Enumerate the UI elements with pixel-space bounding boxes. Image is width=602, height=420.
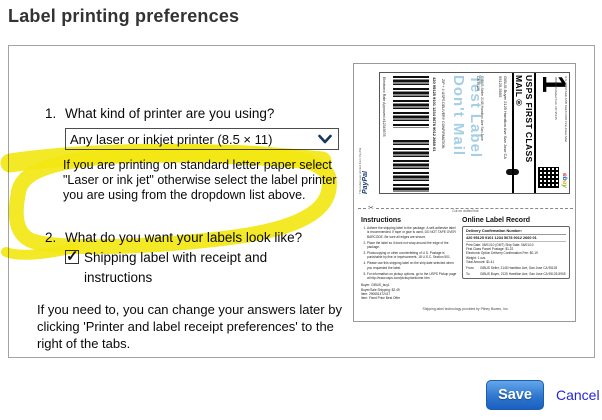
electronic-rate-text: Electronic Rate Approved #12345678 — [382, 77, 386, 137]
dcn-value: 420 95125 9101 1234 5678 9012 2660 01 — [466, 235, 566, 242]
question-1-number: 1. — [45, 106, 57, 121]
page-title: Label printing preferences — [8, 6, 240, 26]
preview-sidebar: This label was printed from PayPal PayPa… — [358, 72, 376, 194]
change-later-note: If you need to, you can change your answ… — [37, 302, 342, 351]
instruction-item: Please use this shipping label on the sh… — [367, 261, 458, 270]
printer-type-dropdown[interactable]: Any laser or inkjet printer (8.5 × 11) — [65, 128, 339, 150]
order-info-lines: Buyer: GIBUS_buy1 Buyer/Sale Shipping: $… — [361, 283, 458, 300]
printer-type-selected-value: Any laser or inkjet printer (8.5 × 11) — [70, 131, 273, 147]
rate-class-numeral: 1 — [536, 75, 570, 93]
order-line: Item: Fixed Price Best Offer — [361, 296, 401, 301]
preferences-panel: 1. What kind of printer are you using? A… — [8, 45, 595, 358]
recipient-address-text: GIBUS Buyer 2125 Hamilton Ave San Jose C… — [498, 76, 508, 159]
instruction-item: Place the label so it does not wrap arou… — [367, 241, 458, 250]
record-line: Electronic Option Delivery Confirmation … — [466, 251, 538, 256]
printer-help-text: If you are printing on standard letter p… — [63, 158, 337, 202]
shipping-label-thumbnail: Electronic Rate Approved #12345678 420 9… — [379, 72, 570, 194]
watermark-line-1: Test Label — [467, 75, 484, 159]
shipping-label-checkbox[interactable]: ✓ — [65, 248, 79, 265]
postage-paid-text: U.S. POSTAGE AND FEES PAID First-Class M… — [564, 76, 568, 142]
dcn-label: Delivery Confirmation Number: — [466, 229, 566, 235]
ebay-logo: ebay — [561, 173, 568, 193]
paypal-logo: PayPal — [362, 171, 369, 194]
question-2-number: 2. — [45, 230, 57, 245]
record-to: To: GIBUS Buyer, 2125 Hamilton Ave, San … — [466, 272, 566, 276]
scissors-icon: ✂ — [368, 205, 374, 212]
2d-barcode — [538, 167, 559, 188]
shipping-label-checkbox-label[interactable]: Shipping label with receipt and instruct… — [84, 250, 268, 285]
ebay-letter-e: e — [561, 173, 568, 177]
from-label: From: — [466, 266, 475, 271]
record-line: Weight: 1 ozs. — [466, 255, 487, 260]
from-address: GIBUS Seller, 2145 Hamilton Ave, San Jos… — [480, 266, 558, 271]
online-label-record-title: Online Label Record — [462, 217, 531, 224]
question-2: 2. What do you want your labels look lik… — [45, 230, 302, 245]
ebay-letter-b: b — [561, 176, 568, 181]
label-type-option-row: ✓ Shipping label with receipt and instru… — [65, 248, 322, 288]
to-address: GIBUS Buyer, 2125 Hamilton Ave, San Jose… — [480, 272, 566, 277]
cancel-link[interactable]: Cancel — [556, 387, 600, 403]
record-from: From: GIBUS Seller, 2145 Hamilton Ave, S… — [466, 266, 566, 270]
usps-banner-text: USPS FIRST CLASS MAIL® — [514, 75, 534, 163]
question-1-text: What kind of printer are you using? — [65, 106, 275, 121]
record-box: Delivery Confirmation Number: 420 95125 … — [462, 226, 570, 280]
record-lines: Print Date: 06/01/10 (GMT) Ship Date: 06… — [466, 243, 566, 264]
instruction-item: Photocopying or other counterfeiting of … — [367, 251, 458, 260]
ebay-letter-y: y — [561, 184, 568, 188]
order-line: Item: 290651472417 — [361, 291, 391, 296]
label-preview-image: This label was printed from PayPal PayPa… — [353, 63, 576, 322]
ebay-letter-a: a — [561, 180, 568, 185]
instructions-title: Instructions — [361, 217, 402, 224]
record-line: First Class Parcel Postage: $1.22 — [466, 247, 514, 252]
record-line: Total Amount: $1.41 — [466, 259, 495, 264]
mail-date-text: 06/01/10 Mailed from ZIP 95125 — [554, 77, 558, 120]
zip-confirmation-text: ZIP + 4 USPS DELIVERY CONFIRMATION — [441, 79, 445, 149]
record-line: Print Date: 06/01/10 (GMT) Ship Date: 06… — [466, 243, 534, 247]
cut-caption: Cut on dotted line — [452, 209, 479, 213]
watermark-line-2: Don't Mail — [450, 75, 467, 157]
checkmark-icon: ✓ — [66, 248, 79, 265]
instructions-section: Instructions Adhere the shipping label t… — [361, 217, 458, 300]
instruction-item: For information on pickup options, go to… — [367, 272, 458, 281]
instructions-list: Adhere the shipping label to the package… — [361, 226, 458, 280]
order-line: Buyer/Sale Shipping: $2.49 — [361, 287, 400, 292]
sender-address-text: GIBUS Seller 2145 Hamilton Ave San Jose … — [476, 76, 484, 141]
pitney-bowes-note: Shipping label technology provided by Pi… — [422, 307, 509, 311]
online-label-record-section: Online Label Record Delivery Confirmatio… — [462, 217, 570, 280]
save-button[interactable]: Save — [486, 380, 544, 410]
chevron-down-icon — [318, 134, 332, 144]
cut-line: ✂ — [358, 204, 573, 212]
test-label-watermark: Test Label Don't Mail — [450, 75, 484, 193]
to-label: To: — [466, 272, 471, 277]
question-1: 1. What kind of printer are you using? — [45, 106, 274, 121]
usps-service-banner: USPS FIRST CLASS MAIL® — [512, 73, 536, 193]
confirmation-number-text: 420 95125 9101 1234 5678 9012 2660 01 — [432, 77, 437, 152]
instruction-item: Adhere the shipping label to the package… — [367, 226, 458, 239]
order-line: Buyer: GIBUS_buy1 — [361, 283, 390, 288]
question-2-text: What do you want your labels look like? — [65, 230, 303, 245]
tracking-barcode — [393, 76, 429, 192]
